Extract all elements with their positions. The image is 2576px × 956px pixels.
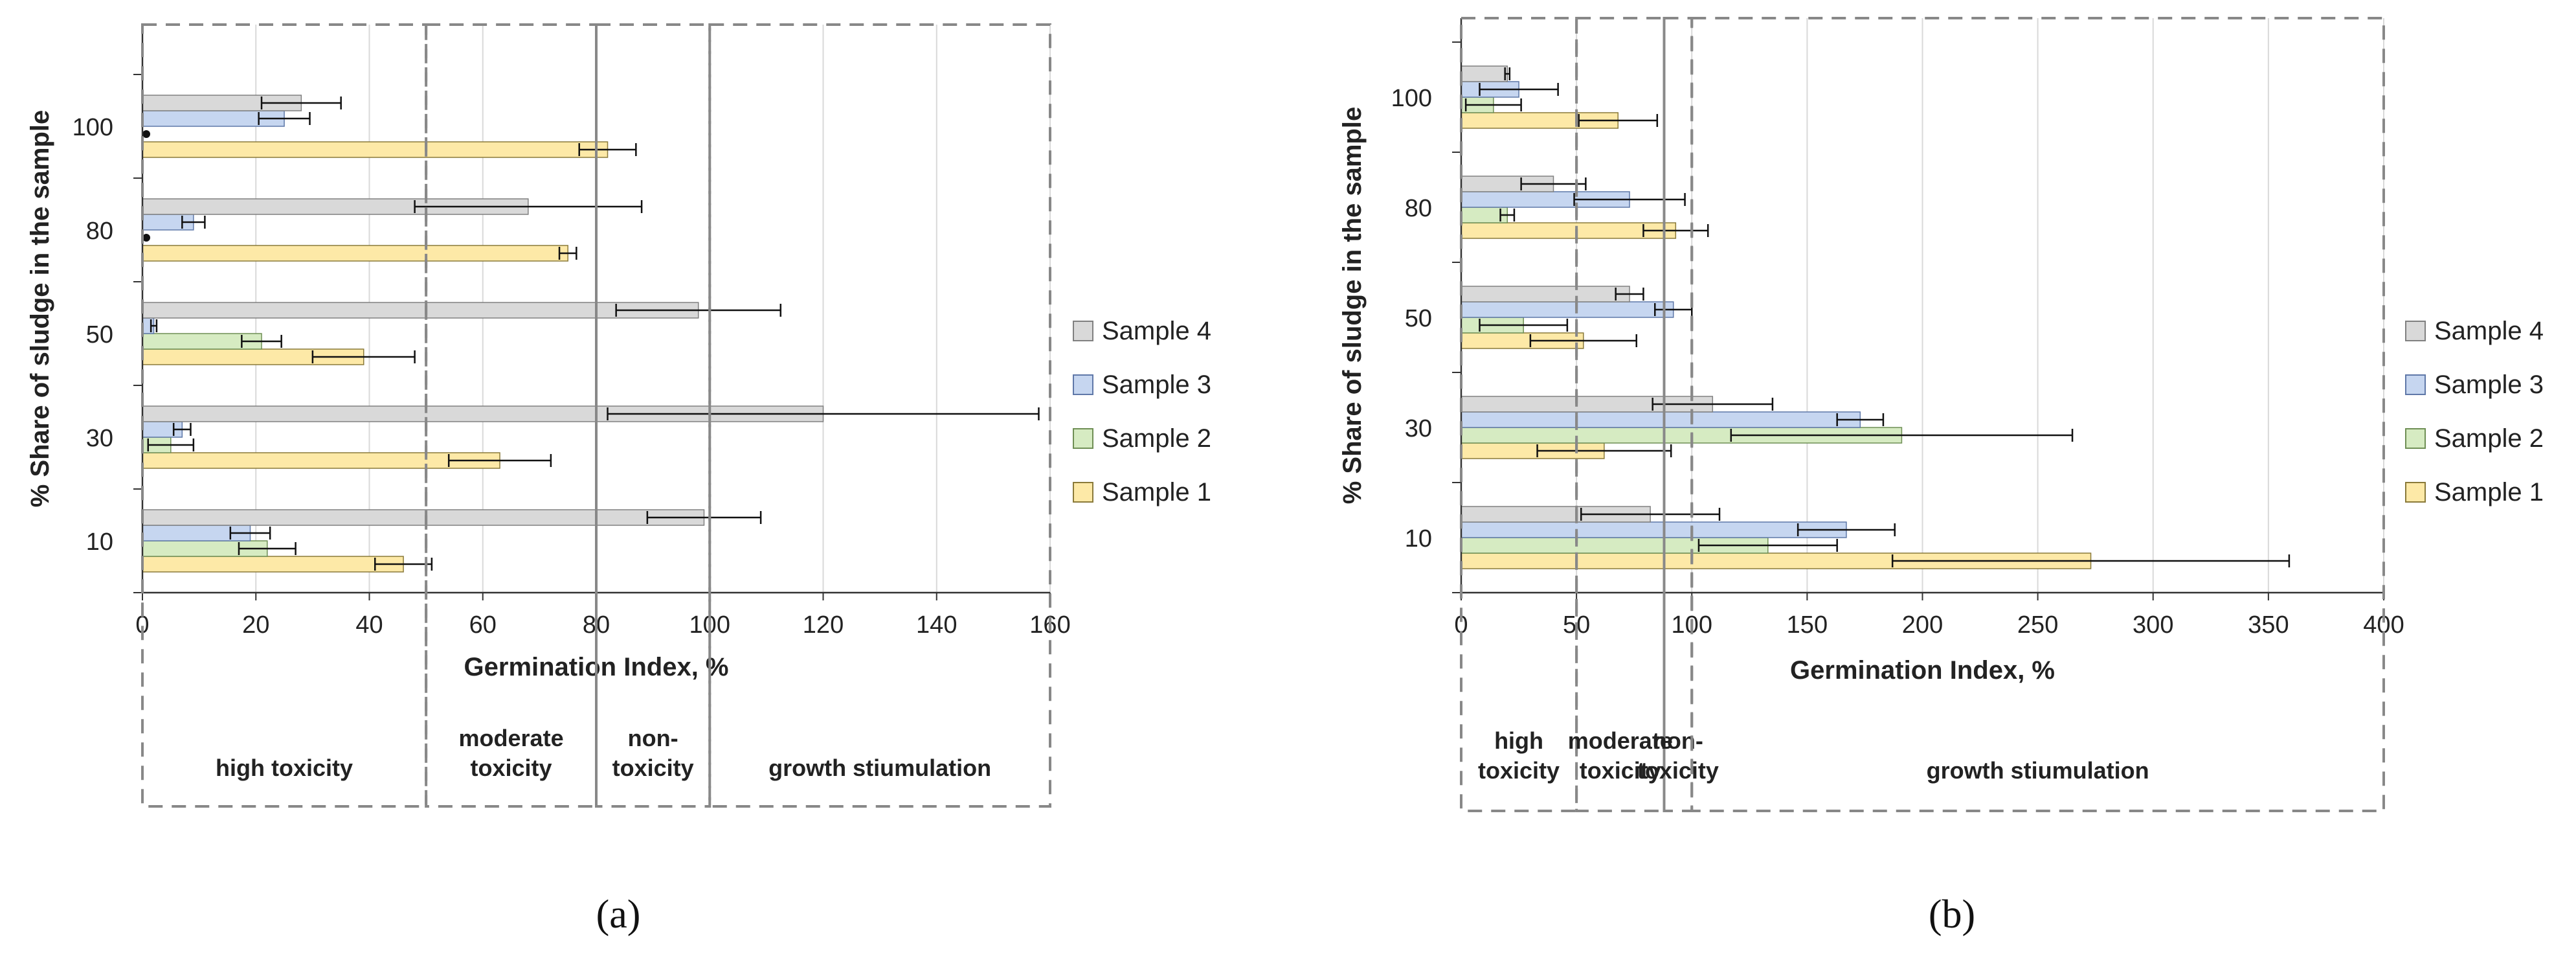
a-bar-sample1-10 xyxy=(142,556,404,573)
b-x-axis-title: Germination Index, % xyxy=(1790,656,2055,685)
b-legend-swatch xyxy=(2405,321,2426,341)
b-y-tick-label: 80 xyxy=(1405,195,1432,222)
b-bar-sample3-10 xyxy=(1461,521,1847,538)
a-legend-label: Sample 1 xyxy=(1102,478,1211,506)
b-zone-box xyxy=(1460,17,1578,812)
a-x-tick-label: 20 xyxy=(242,611,269,639)
b-legend-swatch xyxy=(2405,482,2426,503)
a-zone-box xyxy=(708,23,1051,808)
a-bar-sample1-100 xyxy=(142,141,609,158)
a-bar-sample1-30 xyxy=(142,452,500,469)
b-zone-label: moderate xyxy=(1568,727,1673,754)
b-y-tick-label: 100 xyxy=(1391,85,1432,112)
a-y-tick-label: 50 xyxy=(86,321,113,348)
a-x-tick-label: 0 xyxy=(135,611,149,639)
a-y-axis-title: % Share of sludge in the sample xyxy=(26,110,54,507)
a-y-tick-label: 80 xyxy=(86,218,113,245)
b-y-tick-label: 10 xyxy=(1405,525,1432,552)
b-x-tick-label: 250 xyxy=(2017,611,2058,639)
a-y-tick-label: 100 xyxy=(73,114,113,141)
a-y-tick-label: 10 xyxy=(86,529,113,556)
a-x-tick-label: 140 xyxy=(916,611,957,639)
a-legend-swatch xyxy=(1073,428,1093,449)
b-x-tick-label: 0 xyxy=(1454,611,1468,639)
b-panel-label: (b) xyxy=(1929,893,1975,937)
b-bar-sample4-100 xyxy=(1461,65,1508,82)
b-legend-label: Sample 2 xyxy=(2434,424,2544,453)
b-x-tick-label: 350 xyxy=(2248,611,2289,639)
b-x-tick-label: 150 xyxy=(1787,611,1828,639)
a-zone-label: growth stiumulation xyxy=(768,755,991,781)
a-legend-label: Sample 4 xyxy=(1102,317,1211,345)
a-x-tick-label: 60 xyxy=(469,611,497,639)
b-bar-sample4-50 xyxy=(1461,286,1630,302)
a-zero-marker xyxy=(142,130,150,138)
a-zone-label: toxicity xyxy=(612,755,694,781)
a-zone-box xyxy=(141,23,428,808)
a-zone-label: moderate xyxy=(459,725,564,751)
a-zone-label: toxicity xyxy=(471,755,552,781)
a-x-tick-label: 120 xyxy=(803,611,844,639)
b-x-tick-label: 200 xyxy=(1902,611,1943,639)
a-legend-swatch xyxy=(1073,374,1093,395)
a-zone-box xyxy=(595,23,711,808)
b-legend-label: Sample 4 xyxy=(2434,317,2544,345)
b-zone-label: non- xyxy=(1653,727,1703,754)
b-zone-label: toxicity xyxy=(1637,757,1719,784)
b-y-tick-label: 50 xyxy=(1405,305,1432,332)
b-bar-sample3-50 xyxy=(1461,301,1674,318)
b-zone-label: high xyxy=(1494,727,1543,754)
a-legend-label: Sample 3 xyxy=(1102,370,1211,399)
b-legend-swatch xyxy=(2405,374,2426,395)
b-zone-label: toxicity xyxy=(1580,757,1661,784)
a-panel-label: (a) xyxy=(596,893,641,937)
a-legend-swatch xyxy=(1073,482,1093,503)
b-bar-sample3-30 xyxy=(1461,411,1861,428)
a-legend-label: Sample 2 xyxy=(1102,424,1211,453)
b-x-tick-label: 300 xyxy=(2133,611,2173,639)
a-x-tick-label: 40 xyxy=(355,611,383,639)
a-zero-marker xyxy=(142,234,150,242)
b-zone-label: toxicity xyxy=(1478,757,1560,784)
b-zone-box xyxy=(1575,17,1666,812)
b-legend-swatch xyxy=(2405,428,2426,449)
a-y-tick-label: 30 xyxy=(86,425,113,452)
b-zone-box xyxy=(1690,17,2385,812)
a-bar-sample4-10 xyxy=(142,509,705,526)
a-bar-sample1-80 xyxy=(142,245,568,262)
b-legend-label: Sample 1 xyxy=(2434,478,2544,506)
a-zone-label: non- xyxy=(628,725,678,751)
b-y-tick-label: 30 xyxy=(1405,415,1432,442)
b-legend-label: Sample 3 xyxy=(2434,370,2544,399)
a-bar-sample4-50 xyxy=(142,302,699,319)
b-zone-label: growth stiumulation xyxy=(1927,757,2149,784)
b-y-axis-title: % Share of sludge in the sample xyxy=(1338,107,1367,504)
a-legend-swatch xyxy=(1073,321,1093,341)
a-zone-label: high toxicity xyxy=(216,755,353,781)
